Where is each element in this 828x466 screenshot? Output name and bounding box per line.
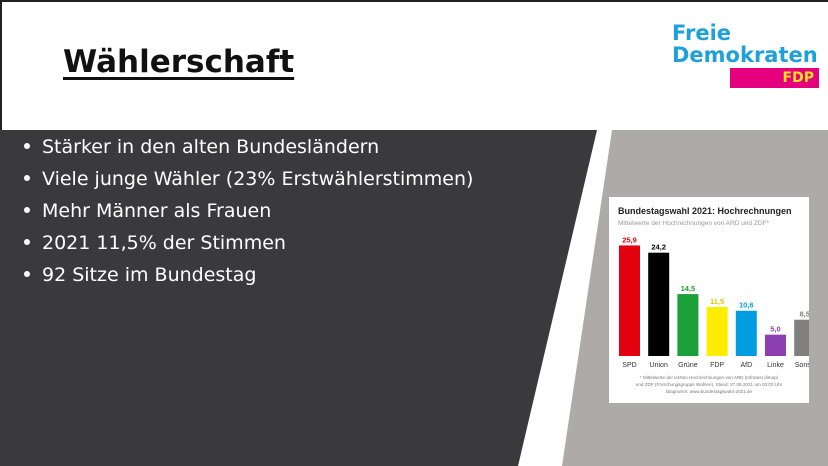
value-label: 5,0 [770,325,780,334]
bullet-item: 92 Sitze im Bundestag [18,259,473,291]
bar-spd [619,245,640,356]
category-label: Grüne [678,362,698,369]
bullet-dot [24,142,30,149]
logo-line-demokraten: Demokraten [672,43,818,67]
category-label: SPD [622,362,636,369]
bar-sonst [794,319,809,356]
chart-title: Bundestagswahl 2021: Hochrechnungen [618,206,792,216]
logo-line-freie: Freie [672,21,732,45]
category-label: Sonst. [795,362,809,369]
category-label: AfD [740,362,752,369]
category-label: Linke [767,362,784,369]
bullet-text: Viele junge Wähler (23% Erstwählerstimme… [42,168,474,190]
bullet-dot [24,270,30,277]
value-label: 24,2 [651,243,666,252]
bullet-item: Stärker in den alten Bundesländern [18,131,473,163]
value-label: 14,5 [681,284,696,293]
bullet-dot [24,174,30,181]
category-label: Union [650,362,668,369]
bullet-dot [24,206,30,213]
dark-panel [0,130,597,466]
bullet-text: 2021 11,5% der Stimmen [42,232,286,254]
bullet-text: Stärker in den alten Bundesländern [42,136,380,158]
bar-afd [735,310,757,356]
bullet-text: 92 Sitze im Bundestag [42,264,257,286]
chart-subtitle: Mittelwerte der Hochrechnungen von ARD u… [618,220,770,227]
bar-linke [765,334,786,356]
chart-footnote-3: Diagramm: www.bundestagswahl-2021.de [665,389,753,394]
bullet-dot [24,238,30,245]
bar-fdp [706,306,728,356]
bullet-text: Mehr Männer als Frauen [42,200,272,222]
fdp-logo: Freie Demokraten FDP [672,22,822,90]
category-label: FDP [710,362,724,369]
slide-title: Wählerschaft [63,44,295,80]
bullet-item: Mehr Männer als Frauen [18,195,473,227]
bar-chart: 25,9 SPD 24,2 Union 14,5 Grüne 11,5 FDP 10,6 AfD 5… [619,235,809,369]
value-label: 10,6 [739,301,754,310]
bullet-list: Stärker in den alten Bundesländern Viele… [18,131,473,291]
election-chart-card: Bundestagswahl 2021: Hochrechnungen Mitt… [609,197,809,403]
bar-union [648,252,670,356]
bullet-item: 2021 11,5% der Stimmen [18,227,473,259]
bar-grne [677,294,699,356]
bullet-item: Viele junge Wähler (23% Erstwählerstimme… [18,163,473,195]
chart-footnote-2: und ZDF (Forschungsgruppe Wahlen), Stand… [635,382,783,387]
logo-fdp-badge: FDP [730,68,819,88]
chart-footnote-1: * Mittelwerte der letzten Hochrechnungen… [639,375,779,380]
value-label: 8,5 [799,310,809,319]
value-label: 25,9 [622,235,637,244]
value-label: 11,5 [710,297,724,306]
top-border [0,0,828,2]
